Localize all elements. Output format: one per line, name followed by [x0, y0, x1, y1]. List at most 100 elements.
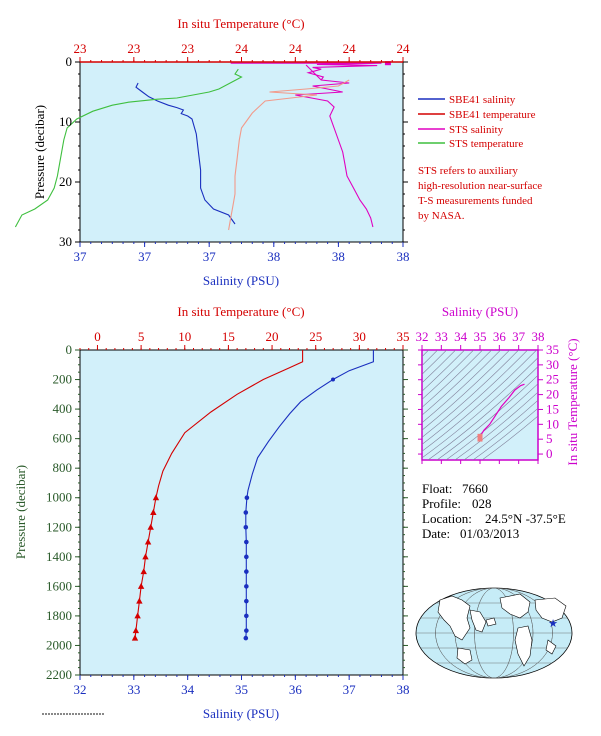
bottom-pressure-tick-label: 2200 — [46, 667, 72, 682]
top-pressure-axis-label: Pressure (decibar) — [32, 105, 47, 199]
ts-density-contour — [422, 350, 529, 445]
ts-density-contour — [427, 366, 538, 460]
map-meridian — [435, 587, 553, 679]
top-surface-marker — [384, 61, 391, 66]
bottom-temp-axis-label: In situ Temperature (°C) — [177, 304, 304, 319]
ts-salinity-tick-label: 37 — [512, 329, 526, 344]
note-line-1: STS refers to auxiliary — [418, 165, 518, 177]
bottom-pressure-tick-label: 1200 — [46, 519, 72, 534]
salinity-marker — [244, 495, 250, 501]
ts-density-contour — [422, 350, 511, 431]
salinity-marker — [244, 569, 249, 574]
temperature-marker — [140, 568, 147, 575]
temperature-marker — [142, 553, 149, 560]
top-plot-area — [79, 61, 404, 243]
ts-temperature-tick-label: 5 — [546, 431, 553, 446]
temperature-marker — [134, 612, 141, 619]
ts-temperature-tick-label: 20 — [546, 387, 559, 402]
ts-salinity-tick-label: 36 — [493, 329, 507, 344]
salinity-marker — [244, 554, 249, 560]
top-series-0 — [135, 82, 236, 225]
top-pressure-tick-label: 20 — [59, 174, 72, 189]
bottom-temp-tick-label: 5 — [138, 329, 145, 344]
ts-temperature-tick-label: 35 — [546, 342, 559, 357]
top-temp-tick-label: 24 — [343, 41, 357, 56]
bottom-salinity-tick-label: 33 — [127, 682, 140, 697]
temperature-marker — [152, 494, 160, 501]
ts-temperature-tick-label: 0 — [546, 446, 553, 461]
top-series-3 — [230, 62, 382, 81]
ts-density-contour — [422, 350, 502, 424]
float-label: Float: — [422, 481, 452, 496]
top-series-1 — [14, 68, 243, 228]
bottom-pressure-tick-label: 1800 — [46, 608, 72, 623]
top-panel: 23 23 23 24 24 24 24 37 37 37 38 38 38 0 10 20 30 In sit… — [14, 16, 411, 288]
bottom-temp-tick-label: 20 — [266, 329, 279, 344]
top-pressure-tick-label: 30 — [59, 234, 72, 249]
salinity-marker — [243, 510, 249, 515]
bottom-pressure-tick-label: 400 — [53, 401, 73, 416]
top-series-4 — [228, 79, 350, 231]
location-value: 24.5°N -37.5°E — [485, 511, 566, 526]
ts-density-contour — [422, 350, 484, 408]
top-legend: SBE41 salinity SBE41 temperature STS sal… — [418, 94, 536, 150]
ts-salinity-axis-label: Salinity (PSU) — [442, 304, 518, 319]
date-value: 01/03/2013 — [460, 526, 519, 541]
bottom-temp-tick-label: 0 — [94, 329, 101, 344]
bottom-pressure-tick-label: 1000 — [46, 490, 72, 505]
top-temp-tick-label: 23 — [181, 41, 194, 56]
temperature-marker — [150, 509, 157, 515]
bottom-pressure-axis-label: Pressure (decibar) — [13, 465, 28, 559]
bottom-salinity-tick-label: 36 — [289, 682, 303, 697]
salinity-marker — [331, 377, 336, 382]
bottom-temp-tick-label: 25 — [309, 329, 322, 344]
temperature-marker — [137, 582, 145, 589]
legend-sts-temperature: STS temperature — [449, 138, 523, 150]
note-line-3: T-S measurements funded — [418, 195, 533, 207]
top-salinity-axis-label: Salinity (PSU) — [203, 273, 279, 288]
world-map: ★ — [415, 587, 573, 679]
salinity-marker — [244, 598, 249, 604]
ts-density-contour — [422, 350, 520, 438]
legend-sbe41-temperature: SBE41 temperature — [449, 109, 536, 121]
bottom-pressure-tick-label: 1600 — [46, 578, 72, 593]
salinity-marker — [244, 584, 249, 589]
top-temp-tick-label: 24 — [235, 41, 249, 56]
salinity-marker — [244, 539, 249, 545]
temperature-marker — [132, 627, 140, 634]
ts-density-contour — [445, 383, 538, 460]
float-value: 7660 — [462, 481, 488, 496]
ts-temperature-tick-label: 25 — [546, 372, 559, 387]
float-info: Float: 7660 Profile: 028 Location: 24.5°… — [422, 481, 566, 541]
sts-note: STS refers to auxiliary high-resolution … — [418, 165, 542, 222]
bottom-salinity-tick-label: 35 — [235, 682, 248, 697]
ts-salinity-tick-label: 38 — [532, 329, 545, 344]
date-label: Date: — [422, 526, 450, 541]
bottom-pressure-tick-label: 800 — [53, 460, 73, 475]
note-line-4: by NASA. — [418, 210, 465, 222]
legend-sts-salinity: STS salinity — [449, 124, 504, 136]
bottom-salinity-tick-label: 34 — [181, 682, 195, 697]
note-line-2: high-resolution near-surface — [418, 180, 542, 192]
ts-temperature-tick-label: 10 — [546, 416, 559, 431]
float-location-marker: ★ — [548, 618, 558, 630]
bottom-temp-tick-label: 15 — [222, 329, 235, 344]
top-temp-tick-label: 23 — [127, 41, 140, 56]
salinity-marker — [243, 524, 249, 530]
ts-salinity-tick-label: 34 — [454, 329, 468, 344]
bottom-pressure-tick-label: 2000 — [46, 637, 72, 652]
salinity-marker — [244, 613, 249, 619]
top-salinity-tick-label: 37 — [74, 249, 88, 264]
top-temp-tick-label: 24 — [397, 41, 411, 56]
ts-density-contour — [463, 399, 538, 460]
ts-density-contour — [422, 350, 538, 452]
ts-deep-cluster — [477, 433, 483, 442]
legend-sbe41-salinity: SBE41 salinity — [449, 94, 516, 106]
top-temp-tick-label: 24 — [289, 41, 303, 56]
ts-salinity-tick-label: 32 — [416, 329, 429, 344]
temperature-marker — [147, 523, 154, 530]
ts-density-contour — [481, 415, 538, 460]
bottom-pressure-tick-label: 200 — [53, 372, 73, 387]
